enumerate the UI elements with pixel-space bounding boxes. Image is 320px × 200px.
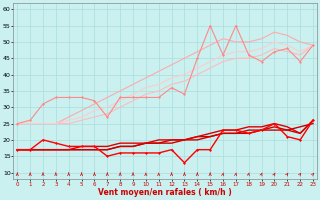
X-axis label: Vent moyen/en rafales ( km/h ): Vent moyen/en rafales ( km/h ) bbox=[98, 188, 232, 197]
